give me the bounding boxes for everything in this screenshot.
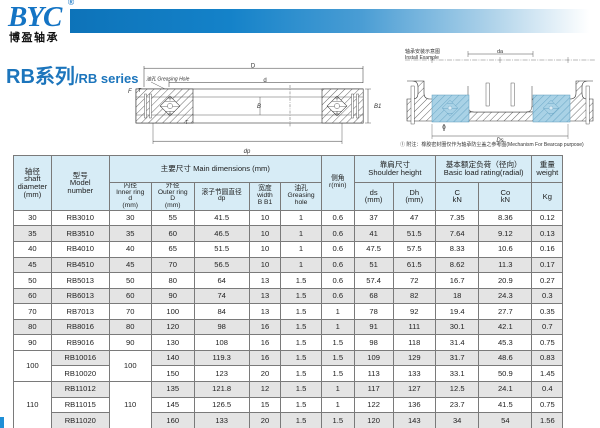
svg-text:da: da (497, 49, 504, 55)
svg-text:F: F (128, 89, 132, 95)
svg-text:B: B (257, 104, 261, 110)
svg-text:D: D (251, 64, 256, 70)
svg-text:油孔 Greasing Hole: 油孔 Greasing Hole (146, 76, 190, 83)
svg-text:B1: B1 (374, 104, 381, 110)
svg-text:d: d (263, 78, 266, 84)
